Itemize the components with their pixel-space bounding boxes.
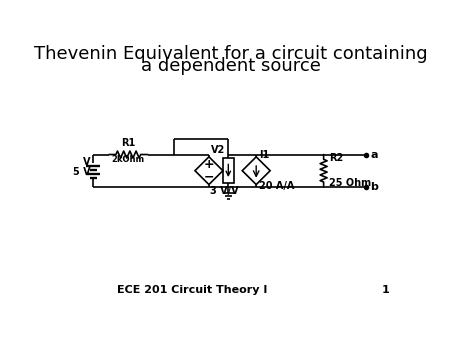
- Text: +: +: [203, 158, 214, 171]
- Text: V: V: [83, 157, 90, 167]
- Text: 5 V: 5 V: [73, 167, 90, 177]
- Text: 25 Ohm: 25 Ohm: [329, 178, 371, 188]
- Text: 2kOhm: 2kOhm: [112, 155, 145, 164]
- Bar: [223, 159, 234, 183]
- Text: 1: 1: [382, 285, 390, 295]
- Text: Thevenin Equivalent for a circuit containing: Thevenin Equivalent for a circuit contai…: [34, 45, 428, 63]
- Text: R1: R1: [121, 138, 135, 148]
- Text: a dependent source: a dependent source: [141, 57, 320, 75]
- Text: −: −: [204, 170, 214, 183]
- Text: a: a: [370, 149, 378, 160]
- Text: b: b: [370, 182, 378, 192]
- Text: R2: R2: [329, 153, 343, 163]
- Text: V2: V2: [211, 145, 225, 155]
- Text: 3 V/V: 3 V/V: [211, 186, 239, 196]
- Text: ECE 201 Circuit Theory I: ECE 201 Circuit Theory I: [117, 285, 267, 295]
- Text: 20 A/A: 20 A/A: [259, 182, 295, 191]
- Text: I1: I1: [259, 150, 270, 160]
